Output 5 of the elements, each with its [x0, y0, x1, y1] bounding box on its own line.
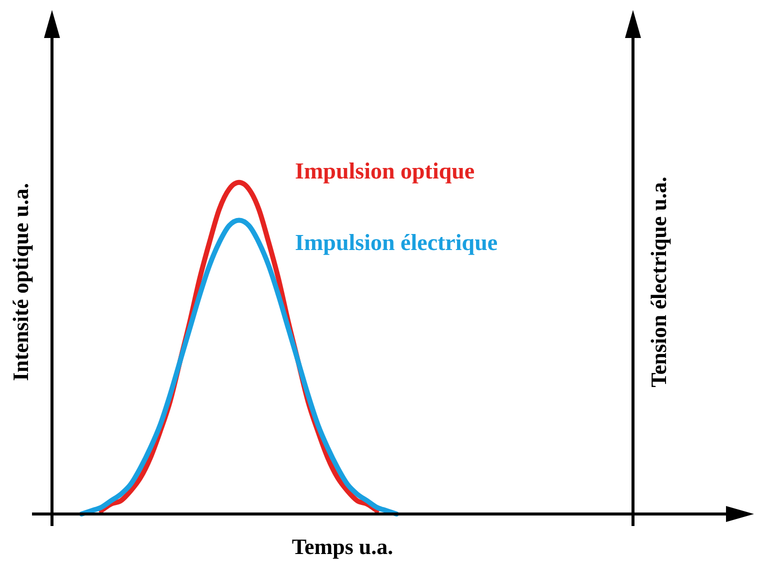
x-axis-title: Temps u.a.: [292, 534, 394, 559]
y2-axis-title: Tension électrique u.a.: [646, 176, 671, 388]
y-axis-title: Intensité optique u.a.: [8, 182, 33, 382]
series-label: Impulsion optique: [295, 158, 475, 184]
series-label: Impulsion électrique: [295, 230, 498, 256]
